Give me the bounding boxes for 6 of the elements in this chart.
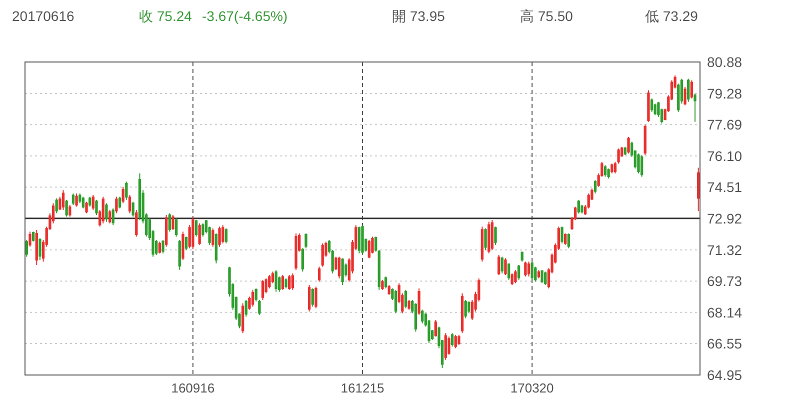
annotation: 高 75.50 [520, 8, 573, 24]
title: 20170616 [12, 8, 74, 24]
annotation: 收 75.24 [139, 8, 192, 24]
annotation: -3.67(-4.65%) [202, 8, 288, 24]
annotation: 開 73.95 [392, 8, 445, 24]
annotation: 低 73.29 [645, 8, 698, 24]
